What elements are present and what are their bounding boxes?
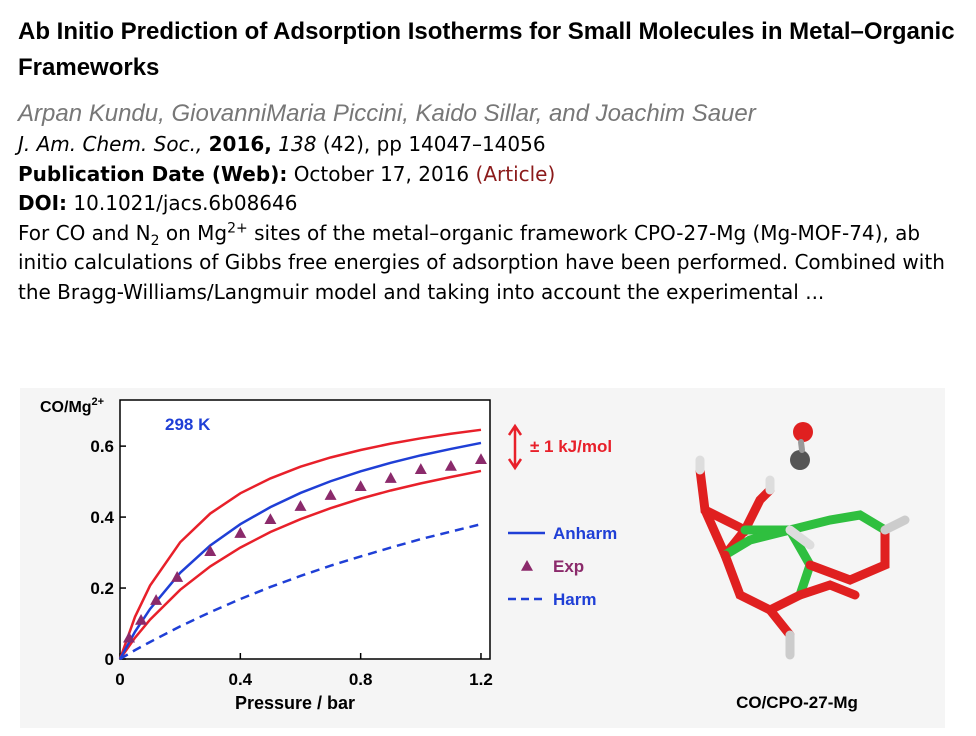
data-point (264, 513, 277, 525)
data-point (354, 480, 367, 492)
y-axis-label-sup: 2+ (92, 396, 105, 408)
x-axis-label: Pressure / bar (235, 693, 355, 713)
article-title: Ab Initio Prediction of Adsorption Isoth… (18, 18, 955, 81)
y-axis-label-main: CO/Mg (40, 399, 92, 416)
doi: DOI: 10.1021/jacs.6b08646 (18, 189, 973, 219)
legend-label: Harm (553, 590, 596, 609)
doi-value: 10.1021/jacs.6b08646 (73, 191, 298, 215)
y-axis-label: CO/Mg2+ (40, 396, 104, 416)
data-point (414, 463, 427, 474)
doi-label: DOI: (18, 191, 68, 215)
legend-label: Exp (553, 557, 584, 576)
abstract-text: sites of the metal–organic framework CPO… (18, 220, 945, 304)
annotation: ± 1 kJ/mol (530, 437, 612, 456)
figure-caption: CO/CPO-27-Mg (736, 693, 858, 712)
authors: Arpan Kundu, GiovanniMaria Piccini, Kaid… (18, 100, 756, 127)
y-tick-label: 0 (105, 650, 114, 669)
chart-title: 298 K (165, 415, 211, 434)
x-tick-label: 0 (115, 670, 124, 689)
issue-pages: (42), pp 14047–14056 (322, 132, 546, 156)
data-point (123, 631, 136, 643)
abstract-text: 2 (150, 232, 160, 249)
journal: J. Am. Chem. Soc., (18, 132, 203, 156)
publication-date: Publication Date (Web): October 17, 2016… (18, 160, 973, 190)
y-tick-label: 0.6 (90, 437, 114, 456)
series-line (118, 428, 482, 660)
x-tick-label: 0.4 (229, 670, 253, 689)
data-point (474, 453, 487, 465)
data-point (150, 594, 163, 605)
abstract-text: 2+ (227, 219, 248, 236)
data-point (444, 459, 457, 471)
abstract: For CO and N2 on Mg2+ sites of the metal… (18, 219, 973, 308)
x-tick-label: 1.2 (469, 670, 493, 689)
data-point (204, 545, 217, 556)
series-line (119, 522, 482, 661)
series-line (118, 469, 482, 660)
annotation-arrow (507, 423, 523, 471)
abstract-text: on Mg (159, 220, 228, 245)
figure: CO/CPO-27-Mg 0 0.4 0.8 1.2 0 0.2 0.4 0.6 Pressur… (20, 388, 945, 728)
citation: J. Am. Chem. Soc., 2016, 138 (42), pp 14… (18, 130, 973, 160)
date-label: Publication Date (Web): (18, 161, 288, 186)
legend-label: Anharm (553, 524, 617, 543)
article-link[interactable]: (Article) (475, 161, 556, 186)
data-point (324, 489, 337, 500)
data-point (135, 613, 148, 625)
y-tick-label: 0.4 (90, 508, 114, 527)
x-tick-label: 0.8 (349, 670, 373, 689)
plot-frame (119, 399, 491, 660)
data-point (234, 527, 247, 538)
year: 2016, (208, 132, 272, 156)
data-point (171, 571, 184, 582)
volume: 138 (278, 132, 317, 156)
date-value: October 17, 2016 (293, 161, 470, 186)
data-point (384, 472, 397, 483)
abstract-text: For CO and N (18, 220, 151, 245)
y-tick-label: 0.2 (90, 579, 114, 598)
article-info: J. Am. Chem. Soc., 2016, 138 (42), pp 14… (18, 130, 973, 307)
legend-marker (521, 560, 533, 571)
data-point (294, 500, 307, 511)
molecule (695, 422, 910, 660)
